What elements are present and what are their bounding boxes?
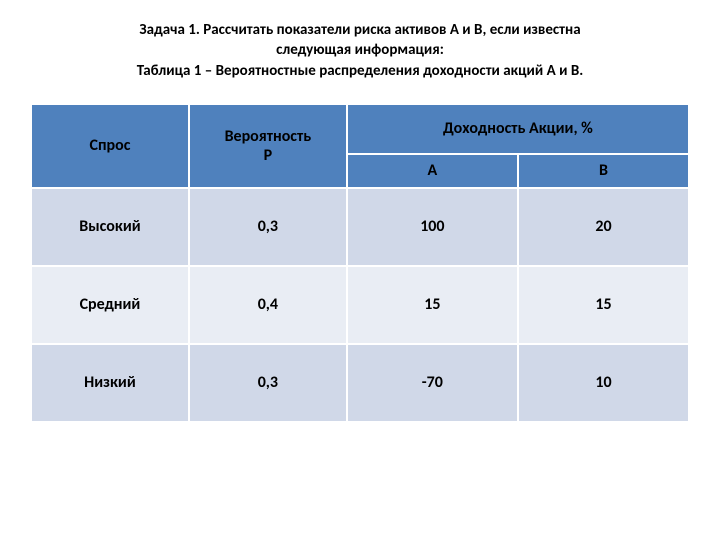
title-line-3: Таблица 1 – Вероятностные распределения … — [137, 62, 584, 80]
cell-probability: 0,3 — [189, 188, 347, 266]
page: Задача 1. Рассчитать показатели риска ак… — [0, 0, 720, 540]
title-block: Задача 1. Рассчитать показатели риска ак… — [30, 20, 690, 81]
col-header-probability: Вероятность Р — [189, 104, 347, 188]
cell-yield-b: 15 — [518, 266, 689, 344]
col-subheader-a: А — [347, 154, 518, 188]
table-row: Высокий 0,3 100 20 — [31, 188, 689, 266]
cell-demand: Низкий — [31, 344, 189, 422]
table-row: Средний 0,4 15 15 — [31, 266, 689, 344]
header-row-1: Спрос Вероятность Р Доходность Акции, % — [31, 104, 689, 154]
table-row: Низкий 0,3 -70 10 — [31, 344, 689, 422]
col-header-demand: Спрос — [31, 104, 189, 188]
col-header-probability-line2: Р — [264, 146, 273, 165]
title-line-2: следующая информация: — [276, 41, 444, 59]
cell-yield-a: 100 — [347, 188, 518, 266]
col-header-probability-line1: Вероятность — [225, 127, 312, 146]
cell-demand: Средний — [31, 266, 189, 344]
cell-yield-a: 15 — [347, 266, 518, 344]
title-line-1: Задача 1. Рассчитать показатели риска ак… — [139, 21, 580, 39]
distribution-table: Спрос Вероятность Р Доходность Акции, % … — [30, 103, 690, 423]
cell-probability: 0,3 — [189, 344, 347, 422]
cell-yield-b: 20 — [518, 188, 689, 266]
cell-demand: Высокий — [31, 188, 189, 266]
col-subheader-b: В — [518, 154, 689, 188]
cell-yield-b: 10 — [518, 344, 689, 422]
cell-yield-a: -70 — [347, 344, 518, 422]
col-header-yield: Доходность Акции, % — [347, 104, 689, 154]
cell-probability: 0,4 — [189, 266, 347, 344]
